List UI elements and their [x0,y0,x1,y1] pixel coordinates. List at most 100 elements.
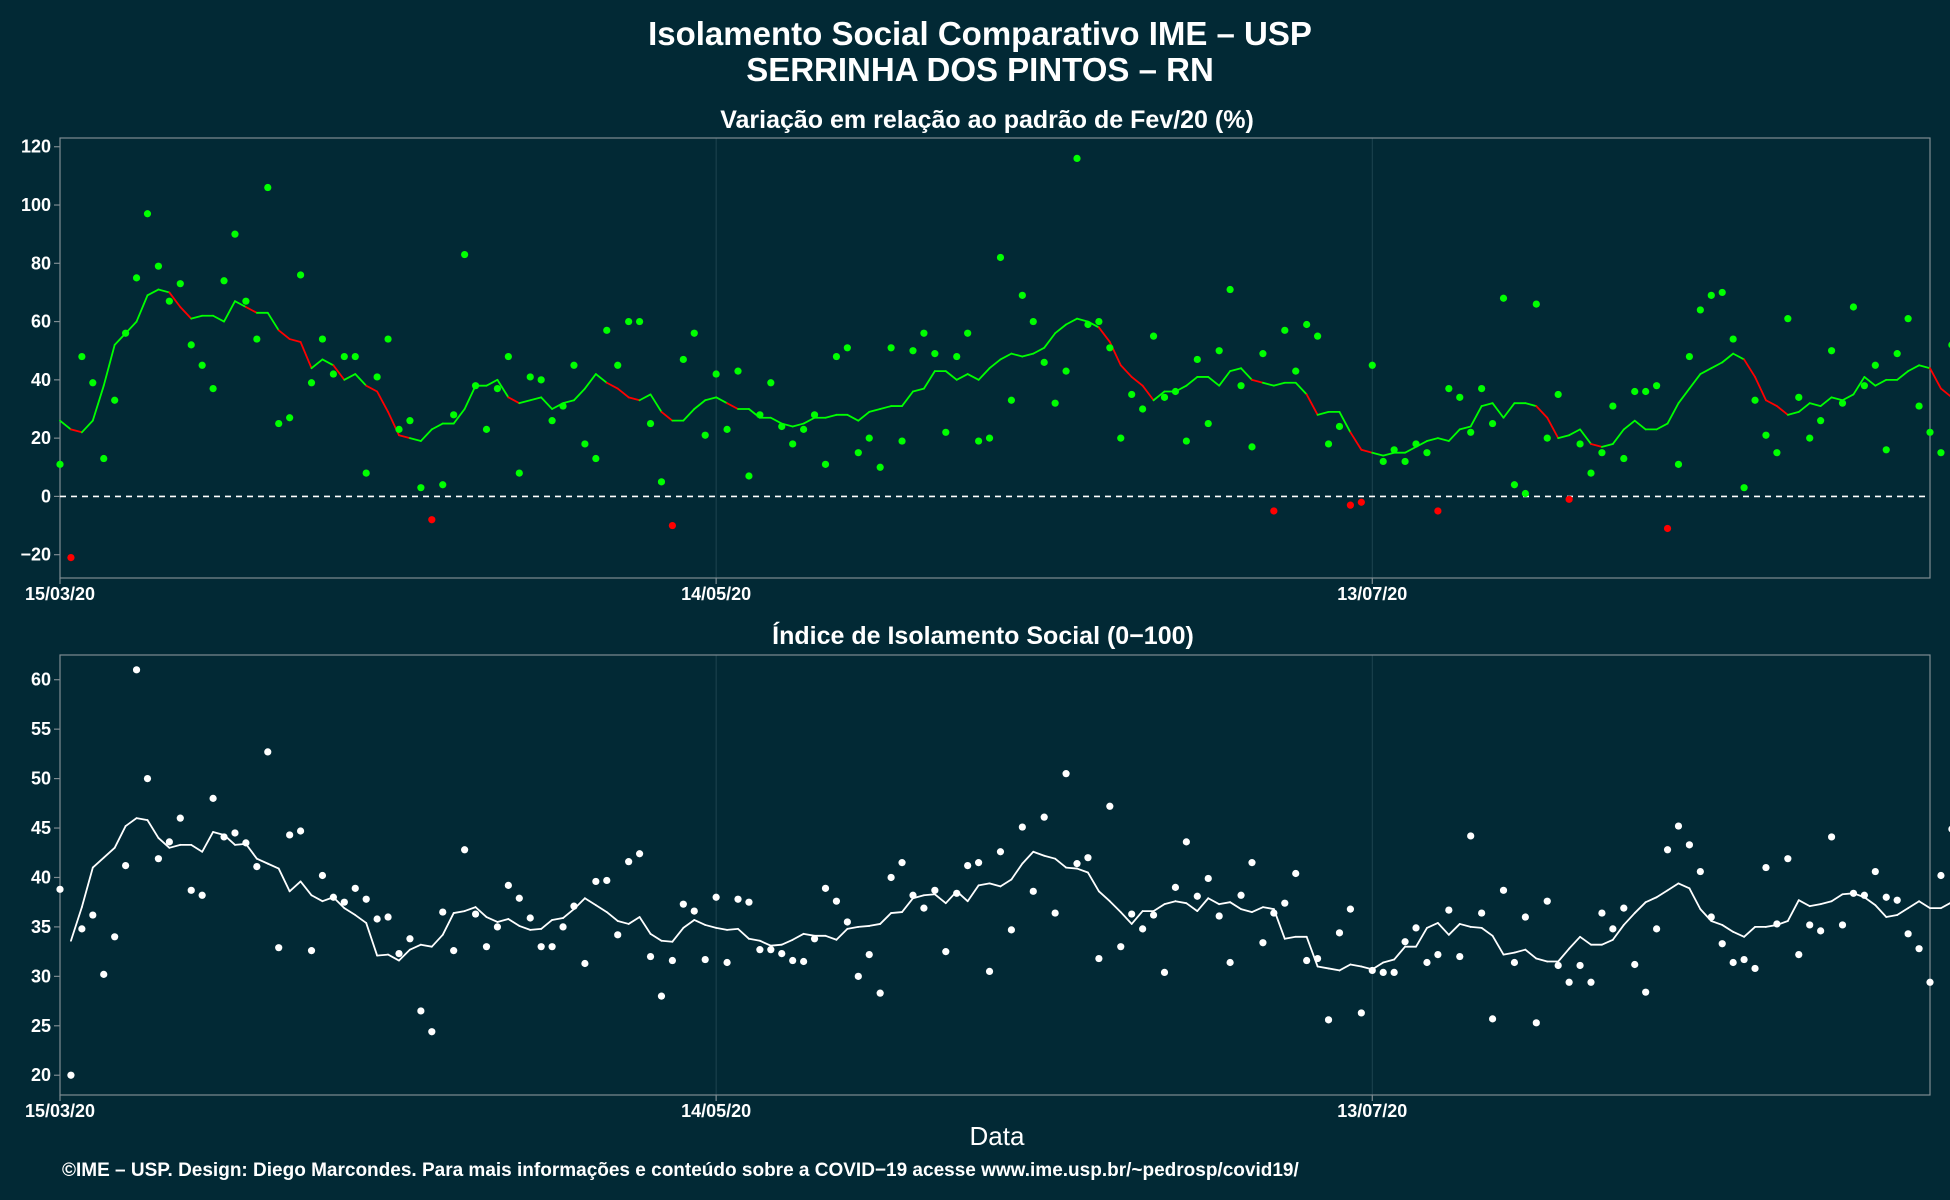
data-point [646,419,655,428]
rolling-average-segment [758,939,772,947]
rolling-average-segment [923,893,936,897]
rolling-average-segment [299,341,313,370]
data-point [1499,886,1508,894]
rolling-average-segment [769,943,783,947]
data-point [1663,524,1672,533]
rolling-average-segment [868,408,882,413]
rolling-average-segment [1021,352,1035,358]
rolling-average-segment [1896,370,1910,381]
data-point [789,956,797,965]
data-point [275,419,283,428]
data-point [1806,434,1814,442]
rolling-average-segment [1032,346,1046,355]
data-point [996,253,1005,262]
data-point [296,271,305,279]
rolling-average-segment [868,923,882,927]
data-point [1215,347,1223,355]
rolling-average-segment [1436,922,1450,936]
rolling-average-segment [266,862,280,870]
rolling-average-segment [1524,402,1538,407]
data-point [406,935,414,943]
data-point [1204,419,1212,428]
data-point [800,425,808,433]
data-point [985,434,994,442]
data-point [1445,906,1453,914]
rolling-average-segment [223,300,236,323]
data-point [548,943,556,951]
data-point [985,967,994,976]
rolling-average-segment [1240,908,1253,913]
rolling-average-segment [1119,364,1133,378]
rolling-average-segment [1786,411,1800,416]
data-point [428,1028,436,1036]
rolling-average-segment [157,288,171,294]
data-point [253,862,261,871]
rolling-average-segment [1743,358,1756,378]
data-point [1182,437,1190,445]
data-point [253,335,261,343]
rolling-average-segment [1032,850,1046,857]
data-point [1937,449,1945,457]
rolling-average-segment [310,894,324,903]
data-point [1696,867,1704,876]
rolling-average-segment [1579,428,1592,445]
data-point [1335,422,1344,431]
rolling-average-segment [1546,416,1560,440]
data-point [111,933,119,941]
rolling-average-segment [1218,370,1232,387]
data-point [1893,350,1901,358]
rolling-average-segment [879,405,893,410]
data-point [165,838,173,846]
data-point [1423,449,1431,457]
y-tick-label: 55 [31,719,51,739]
data-point [1270,909,1278,917]
rolling-average-segment [376,390,389,413]
rolling-average-segment [1513,948,1527,954]
rolling-average-segment [594,373,608,384]
data-point [1478,909,1486,917]
data-point [1095,954,1103,963]
rolling-average-segment [1710,361,1724,370]
rolling-average-segment [660,939,674,943]
data-point [1565,978,1573,986]
rolling-average-segment [409,943,422,951]
rolling-average-segment [1130,910,1144,925]
data-point [362,895,370,903]
data-point [1795,950,1803,959]
rolling-average-segment [693,399,707,410]
data-point [1620,904,1628,912]
rolling-average-segment [376,953,389,957]
rolling-average-segment [496,918,510,923]
rolling-average-segment [1447,428,1461,442]
data-point [1084,854,1092,862]
rolling-average-segment [1393,945,1406,961]
data-point [603,876,611,885]
data-point [1270,507,1278,515]
data-point [1226,958,1234,967]
data-point [548,417,556,425]
rolling-average-segment [1469,926,1483,929]
data-point [1139,405,1147,413]
data-point [1368,966,1376,975]
rolling-average-segment [540,919,554,930]
panel2-title: Índice de Isolamento Social (0−100) [772,621,1194,650]
data-point [570,902,578,910]
rolling-average-segment [1797,402,1811,413]
data-point [1510,958,1519,967]
data-point [318,871,327,880]
data-point [1379,968,1387,976]
rolling-average-segment [1655,889,1669,899]
rolling-average-segment [1174,900,1188,905]
panel2-plot: 20 25 30 35 40 45 50 55 60 15/03/20 14/05/20 13/07/… [25,654,1950,1121]
rolling-average-segment [594,904,608,913]
data-point [537,376,545,384]
y-tick-label: 40 [31,867,51,887]
data-point [1029,887,1037,895]
rolling-average-segment [91,384,105,422]
rolling-average-segment [212,314,225,323]
data-point [471,382,480,390]
data-point [953,352,961,361]
rolling-average-segment [824,934,838,941]
rolling-average-segment [671,926,685,943]
rolling-average-segment [573,387,586,402]
